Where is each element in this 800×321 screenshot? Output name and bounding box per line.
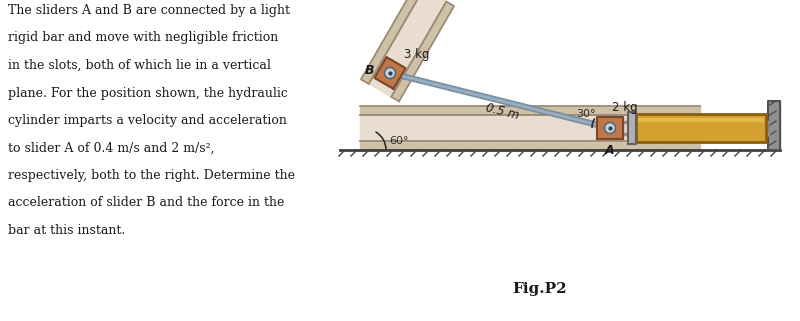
Polygon shape	[361, 0, 424, 84]
Polygon shape	[360, 115, 700, 141]
Text: plane. For the position shown, the hydraulic: plane. For the position shown, the hydra…	[8, 86, 288, 100]
Polygon shape	[369, 0, 446, 97]
Text: B: B	[365, 65, 374, 77]
Text: Fig.P2: Fig.P2	[513, 282, 567, 296]
Text: in the slots, both of which lie in a vertical: in the slots, both of which lie in a ver…	[8, 59, 271, 72]
Text: to slider A of 0.4 m/s and 2 m/s²,: to slider A of 0.4 m/s and 2 m/s²,	[8, 142, 214, 154]
Text: cylinder imparts a velocity and acceleration: cylinder imparts a velocity and accelera…	[8, 114, 287, 127]
Circle shape	[385, 67, 395, 79]
Text: 30°: 30°	[576, 109, 596, 119]
Text: 60°: 60°	[389, 136, 409, 146]
Polygon shape	[360, 106, 700, 115]
Polygon shape	[391, 2, 454, 101]
Polygon shape	[628, 112, 636, 144]
Text: respectively, both to the right. Determine the: respectively, both to the right. Determi…	[8, 169, 295, 182]
Text: rigid bar and move with negligible friction: rigid bar and move with negligible frict…	[8, 31, 278, 45]
Polygon shape	[360, 141, 700, 150]
Text: bar at this instant.: bar at this instant.	[8, 224, 126, 237]
Text: 0.5 m: 0.5 m	[484, 102, 520, 123]
Text: 3 kg: 3 kg	[404, 48, 430, 61]
Text: A: A	[605, 144, 615, 157]
Polygon shape	[597, 117, 623, 139]
Text: The sliders A and B are connected by a light: The sliders A and B are connected by a l…	[8, 4, 290, 17]
Polygon shape	[636, 114, 766, 142]
Polygon shape	[621, 122, 768, 134]
Text: 2 kg: 2 kg	[612, 101, 638, 114]
Polygon shape	[768, 101, 780, 150]
Circle shape	[605, 123, 615, 134]
Text: acceleration of slider B and the force in the: acceleration of slider B and the force i…	[8, 196, 284, 210]
Polygon shape	[374, 57, 406, 89]
